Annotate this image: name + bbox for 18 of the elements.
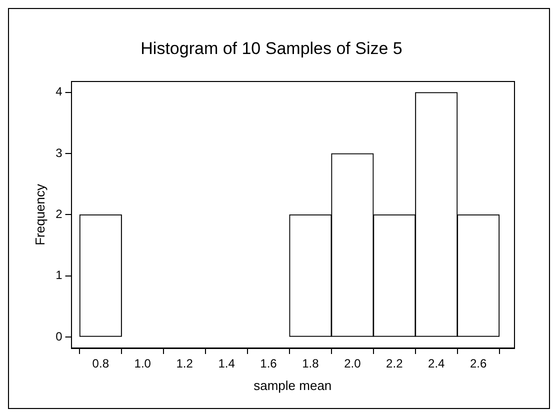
- y-axis-title: Frequency: [32, 183, 48, 246]
- x-tick-label: 2.2: [386, 356, 404, 371]
- y-tick-label: 4: [56, 84, 63, 99]
- x-tick-label: 0.8: [92, 356, 110, 371]
- x-tick-label: 1.6: [260, 356, 278, 371]
- x-tick-label: 1.0: [134, 356, 152, 371]
- x-tick-label: 1.8: [302, 356, 320, 371]
- y-tick-label: 0: [56, 329, 63, 344]
- x-tick-label: 1.4: [218, 356, 236, 371]
- x-tick-label: 1.2: [176, 356, 194, 371]
- y-tick-label: 3: [56, 146, 63, 160]
- chart-title: Histogram of 10 Samples of Size 5: [140, 38, 402, 58]
- x-axis-title: sample mean: [254, 378, 332, 393]
- x-tick-label: 2.6: [470, 356, 487, 371]
- y-tick-label: 1: [56, 268, 63, 282]
- y-tick-label: 2: [56, 207, 63, 222]
- x-tick-label: 2.0: [344, 356, 362, 371]
- x-tick-label: 2.4: [428, 356, 446, 371]
